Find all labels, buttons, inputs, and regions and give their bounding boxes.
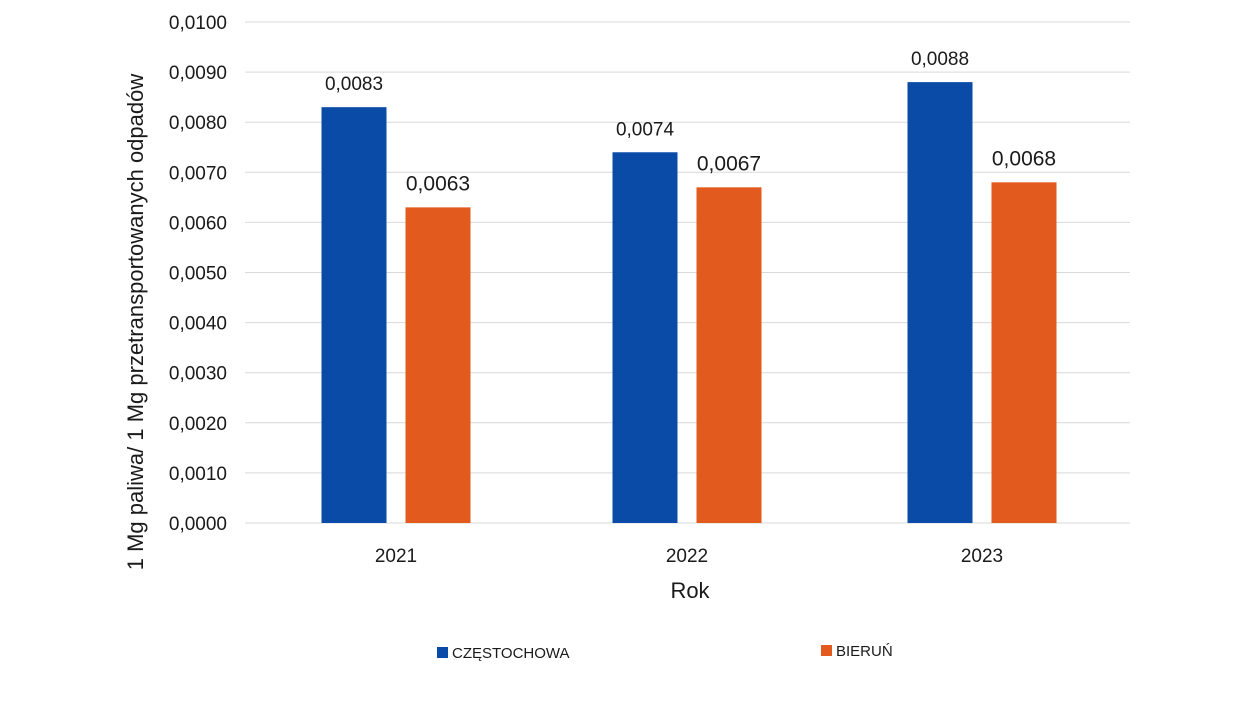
y-tick-label: 0,0100 — [169, 13, 227, 34]
y-tick-label: 0,0010 — [169, 464, 227, 485]
bar-bierun-2021 — [405, 207, 471, 523]
y-tick-label: 0,0050 — [169, 264, 227, 285]
y-tick-label: 0,0080 — [169, 113, 227, 134]
legend-swatch — [437, 647, 448, 658]
x-axis-tick-labels: 2021 2022 2023 — [375, 546, 1003, 567]
data-labels: 0,0083 0,0063 0,0074 0,0067 0,0088 0,0068 — [325, 49, 1056, 195]
data-label: 0,0083 — [325, 74, 383, 95]
data-label: 0,0068 — [992, 147, 1056, 170]
x-tick-label: 2022 — [666, 546, 708, 567]
bar-czestochowa-2023 — [907, 82, 973, 524]
y-axis-tick-labels: 0,0000 0,0010 0,0020 0,0030 0,0040 0,0050 0,00… — [169, 13, 227, 535]
y-tick-label: 0,0070 — [169, 163, 227, 184]
y-axis-title: 1 Mg paliwa/ 1 Mg przetransportowanych o… — [123, 74, 148, 571]
x-tick-label: 2021 — [375, 546, 417, 567]
bar-czestochowa-2022 — [612, 152, 678, 523]
x-axis-title: Rok — [670, 578, 710, 603]
bar-bierun-2023 — [991, 182, 1057, 523]
y-tick-label: 0,0060 — [169, 213, 227, 234]
data-label: 0,0074 — [616, 119, 675, 140]
y-tick-label: 0,0020 — [169, 414, 227, 435]
legend: CZĘSTOCHOWA BIERUŃ — [437, 643, 893, 662]
y-tick-label: 0,0090 — [169, 63, 227, 84]
legend-label: CZĘSTOCHOWA — [452, 645, 570, 662]
y-tick-label: 0,0000 — [169, 514, 227, 535]
data-label: 0,0088 — [911, 49, 969, 70]
bars — [321, 82, 1057, 524]
x-tick-label: 2023 — [961, 546, 1003, 567]
y-tick-label: 0,0040 — [169, 314, 227, 335]
legend-label: BIERUŃ — [836, 643, 893, 660]
data-label: 0,0067 — [697, 152, 761, 175]
legend-swatch — [821, 645, 832, 656]
bar-czestochowa-2021 — [321, 107, 387, 524]
data-label: 0,0063 — [406, 172, 470, 195]
y-tick-label: 0,0030 — [169, 364, 227, 385]
bar-bierun-2022 — [696, 187, 762, 523]
gridlines — [245, 21, 1130, 524]
